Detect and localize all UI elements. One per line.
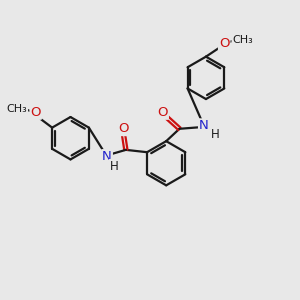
Text: N: N — [102, 150, 112, 163]
Text: O: O — [158, 106, 168, 119]
Text: N: N — [199, 119, 209, 132]
Text: O: O — [219, 37, 230, 50]
Text: O: O — [118, 122, 129, 135]
Text: O: O — [30, 106, 41, 119]
Text: H: H — [110, 160, 118, 173]
Text: CH₃: CH₃ — [232, 35, 253, 46]
Text: H: H — [210, 128, 219, 141]
Text: CH₃: CH₃ — [6, 104, 27, 114]
